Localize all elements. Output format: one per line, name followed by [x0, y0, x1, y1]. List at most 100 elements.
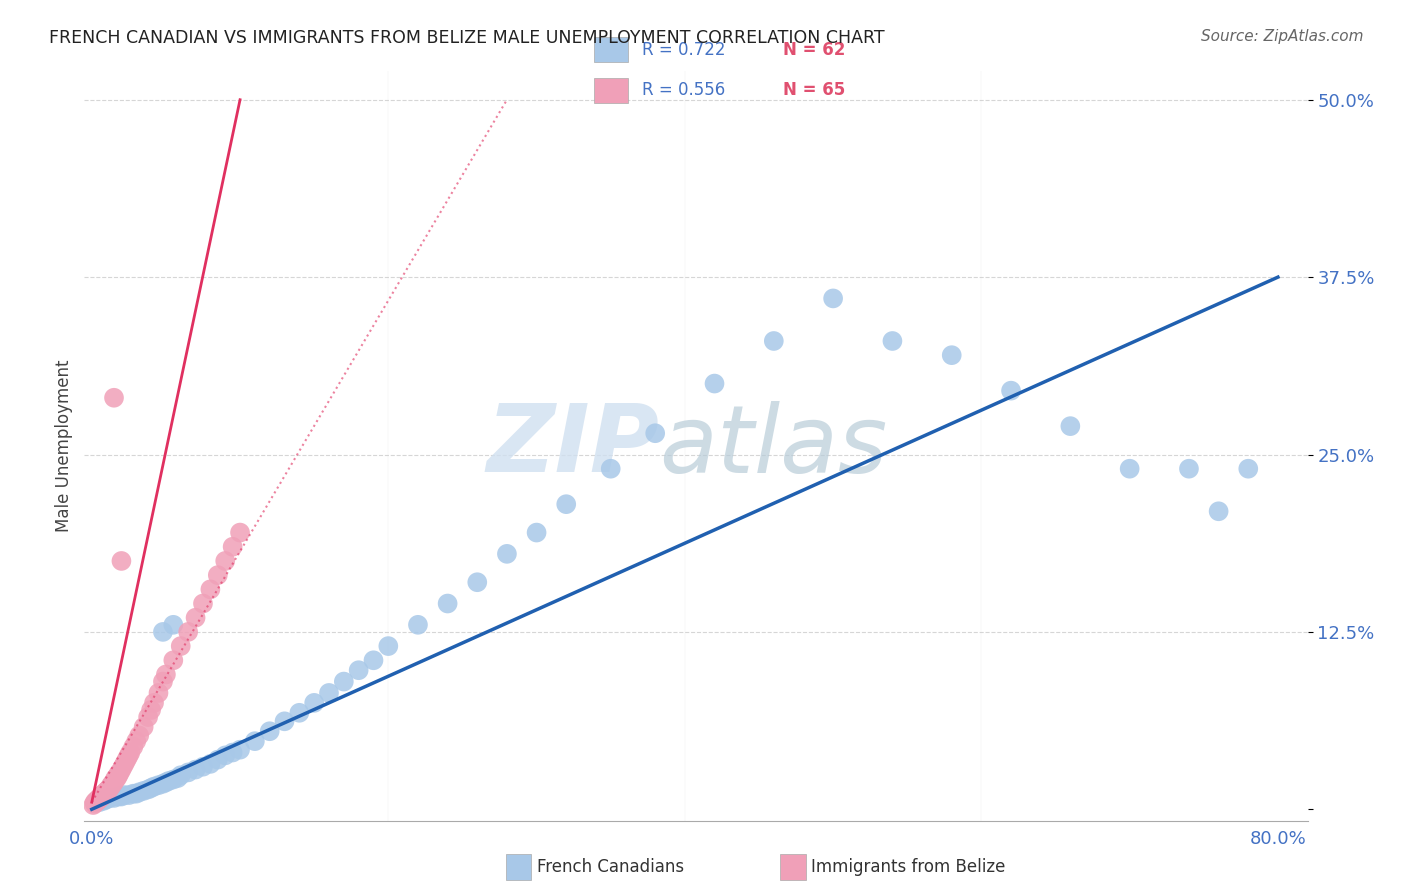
Text: N = 62: N = 62: [783, 41, 845, 59]
Point: [162, 653, 184, 667]
Point: [115, 754, 138, 768]
Point: [101, 777, 124, 791]
Point: [103, 775, 125, 789]
Point: [555, 497, 578, 511]
Point: [200, 756, 222, 771]
Point: [97, 782, 120, 797]
Point: [207, 568, 229, 582]
Point: [139, 780, 162, 795]
Point: [152, 674, 174, 689]
Point: [243, 734, 266, 748]
Point: [96, 785, 118, 799]
Point: [1208, 504, 1230, 518]
Point: [103, 773, 125, 788]
Point: [191, 760, 214, 774]
Point: [1118, 461, 1140, 475]
Point: [110, 789, 132, 804]
Point: [177, 765, 200, 780]
Point: [100, 780, 122, 794]
Point: [103, 391, 125, 405]
Point: [89, 791, 111, 805]
Point: [100, 778, 122, 792]
Point: [177, 624, 200, 639]
Point: [436, 597, 458, 611]
Point: [107, 768, 129, 782]
Point: [214, 554, 236, 568]
Point: [221, 746, 243, 760]
Point: [93, 787, 115, 801]
Point: [125, 787, 148, 801]
Bar: [593, 37, 628, 62]
Point: [333, 674, 356, 689]
Point: [155, 775, 177, 789]
Text: R = 0.722: R = 0.722: [643, 41, 725, 59]
Point: [120, 746, 142, 760]
Point: [1000, 384, 1022, 398]
Point: [97, 784, 120, 798]
Point: [143, 780, 166, 794]
Point: [111, 760, 134, 774]
Point: [762, 334, 785, 348]
Point: [117, 751, 139, 765]
Point: [136, 782, 159, 797]
Point: [107, 767, 129, 781]
Point: [406, 617, 429, 632]
Point: [90, 789, 112, 804]
Point: [128, 729, 150, 743]
Point: [882, 334, 904, 348]
Point: [105, 770, 128, 784]
Point: [101, 777, 124, 791]
Point: [214, 748, 236, 763]
Point: [108, 765, 131, 780]
Point: [83, 795, 105, 809]
Bar: [593, 78, 628, 103]
Point: [823, 292, 845, 306]
Point: [132, 720, 155, 734]
Point: [1178, 461, 1201, 475]
Point: [103, 791, 125, 805]
Point: [363, 653, 385, 667]
Point: [1237, 461, 1260, 475]
Point: [86, 794, 108, 808]
Text: R = 0.556: R = 0.556: [643, 81, 725, 99]
Point: [91, 788, 114, 802]
Point: [118, 788, 141, 802]
Point: [229, 525, 252, 540]
Point: [302, 696, 325, 710]
Point: [125, 734, 148, 748]
Point: [118, 748, 141, 763]
Point: [110, 763, 132, 777]
Point: [94, 785, 117, 799]
Point: [170, 768, 193, 782]
Point: [644, 426, 666, 441]
Point: [128, 785, 150, 799]
Point: [200, 582, 222, 597]
Point: [96, 784, 118, 798]
Point: [84, 795, 107, 809]
Point: [94, 787, 117, 801]
Point: [93, 794, 115, 808]
Point: [112, 788, 135, 802]
Point: [105, 771, 128, 785]
Point: [98, 780, 121, 795]
Point: [143, 696, 166, 710]
Point: [148, 778, 170, 792]
Point: [288, 706, 311, 720]
Point: [170, 639, 193, 653]
Point: [89, 792, 111, 806]
Point: [83, 797, 105, 811]
Point: [259, 724, 281, 739]
Text: atlas: atlas: [659, 401, 887, 491]
Point: [162, 617, 184, 632]
Point: [526, 525, 548, 540]
Point: [162, 772, 184, 787]
Point: [207, 753, 229, 767]
Point: [132, 784, 155, 798]
Text: ZIP: ZIP: [486, 400, 659, 492]
Point: [89, 795, 111, 809]
Point: [139, 703, 162, 717]
Point: [98, 791, 121, 805]
Point: [496, 547, 519, 561]
Point: [152, 777, 174, 791]
Point: [112, 756, 135, 771]
